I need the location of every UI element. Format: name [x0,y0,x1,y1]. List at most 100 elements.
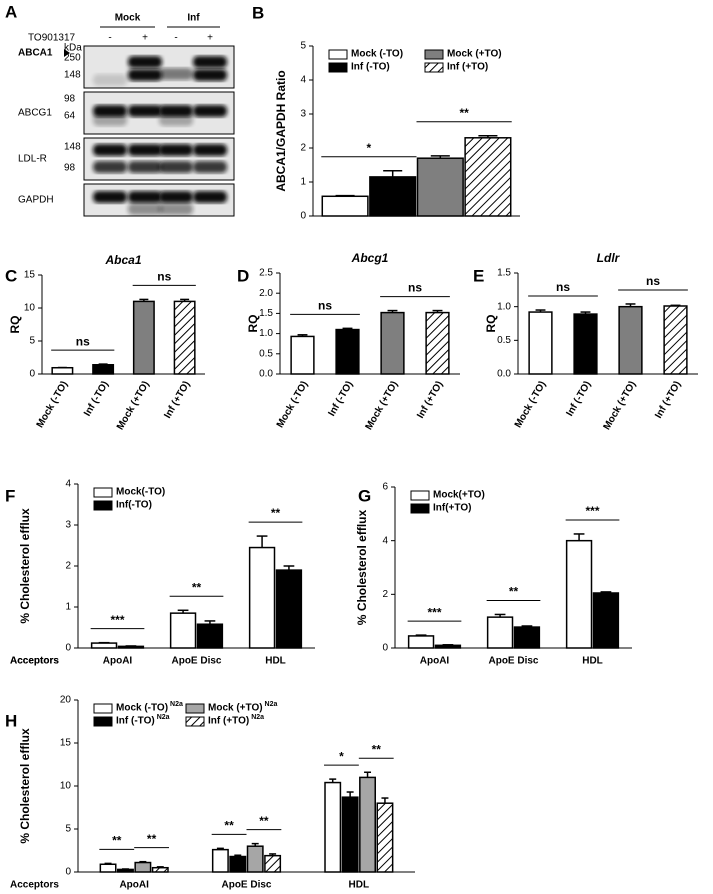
y-axis-label: RQ [8,316,22,334]
x-tick-label: HDL [582,656,603,667]
y-tick-label: 15 [60,738,72,749]
group-label: Mock [115,13,141,24]
legend-swatch [424,49,444,60]
blot-band [128,203,162,215]
bar [117,645,145,649]
legend-swatch [185,716,205,727]
x-axis-label: Acceptors [10,656,59,667]
bar [290,335,315,375]
chart-title: Ldlr [597,251,621,265]
x-tick-label: ApoE Disc [171,656,221,667]
row-label: LDL-R [18,154,47,165]
y-tick-label: 2.0 [259,288,273,299]
bar [275,569,303,649]
bar [573,313,598,375]
y-tick-label: 3 [65,520,71,531]
significance-label: ** [271,506,281,520]
legend-label: Mock(-TO) [116,487,165,498]
x-tick-label: Inf (+TO) [162,379,192,420]
significance-label: ** [459,106,469,120]
blot-band [193,191,227,203]
significance-label: ns [556,280,570,294]
blot-band [159,203,193,215]
row-label: GAPDH [18,195,54,206]
marker-label: 148 [64,70,81,81]
blot-band [93,114,127,126]
y-tick-label: 1.0 [259,328,273,339]
legend-label: Mock (+TO) N2a [208,701,277,714]
marker-label: 148 [64,142,81,153]
blot-band [193,161,227,173]
x-tick-label: Mock (-TO) [513,379,549,430]
bar [321,195,369,217]
panel-letter: E [473,266,484,285]
legend-superscript: N2a [251,714,264,721]
y-tick-label: 4 [300,75,306,86]
y-axis-label: % Cholesterol efflux [355,510,369,626]
y-tick-label: 0.5 [259,348,273,359]
legend-label: Mock (+TO) [447,49,502,60]
marker-label: 98 [64,94,76,105]
bar [434,644,462,649]
legend-swatch [93,703,113,714]
bar [663,305,688,375]
bar [92,364,115,375]
x-tick-label: Mock (-TO) [275,379,311,430]
x-tick-label: Inf (-TO) [565,379,594,418]
legend-label: Inf (-TO) N2a [116,714,170,727]
significance-label: ** [224,819,234,833]
bar [173,300,196,375]
legend-label: Inf (-TO) [351,62,390,73]
y-axis-label: RQ [484,315,498,333]
y-axis-label: % Cholesterol efflux [18,508,32,624]
blot-band [128,105,162,117]
y-tick-label: 0.5 [497,335,511,346]
y-axis-label: % Cholesterol efflux [18,728,32,844]
treatment-sign: + [142,33,148,44]
bar [528,311,553,375]
row-label: ABCA1 [18,48,53,59]
blot-band [193,105,227,117]
bar [246,845,264,873]
bar [134,861,152,873]
chart-title: Abcg1 [351,251,389,265]
blot-band [93,191,127,203]
bar [51,366,74,375]
blot-band [159,114,193,126]
x-tick-label: Mock (+TO) [364,379,401,432]
legend-swatch [185,703,205,714]
significance-label: ** [192,580,202,594]
blot-band [159,191,193,203]
bar [380,311,405,375]
legend-swatch [410,503,430,514]
bar [565,539,593,649]
bar [248,546,276,649]
y-tick-label: 0.0 [259,369,273,380]
bar [618,305,643,375]
bar [196,623,224,649]
legend-superscript: N2a [265,701,278,708]
x-tick-label: ApoE Disc [221,880,271,891]
x-tick-label: ApoAI [103,656,133,667]
legend-superscript: N2a [170,701,183,708]
bar [513,626,541,649]
blot-band [93,144,127,156]
bar [369,176,417,217]
y-tick-label: 1.5 [259,308,273,319]
legend-swatch [93,716,113,727]
row-arrow [64,49,70,57]
y-tick-label: 2 [382,589,388,600]
treatment-sign: - [108,33,111,44]
bar [335,328,360,375]
significance-label: ** [112,834,122,848]
legend-swatch [328,49,348,60]
bar [90,642,118,649]
x-tick-label: ApoAI [119,880,149,891]
treatment-label: TO901317 [28,33,76,44]
panel-letter: H [5,711,17,730]
x-tick-label: Mock (-TO) [35,379,71,430]
panel-letter: B [252,3,264,22]
blot-band [128,144,162,156]
significance-label: *** [110,613,124,627]
treatment-sign: + [207,33,213,44]
